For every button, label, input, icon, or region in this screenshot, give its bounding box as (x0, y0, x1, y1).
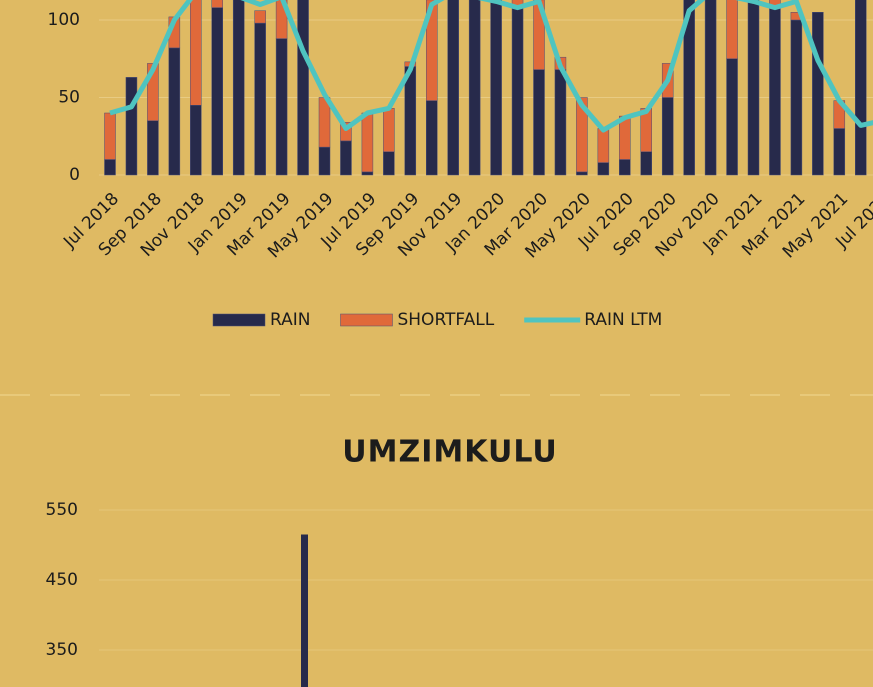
y-tick-label: 0 (69, 165, 80, 185)
bar-segment (533, 0, 545, 70)
line (109, 0, 873, 133)
bar-segment (318, 146, 331, 176)
bar-segment (383, 108, 395, 152)
bar-segment (104, 112, 116, 160)
bar-segment (511, 7, 524, 176)
bar-segment (597, 128, 610, 163)
y-tick-label: 550 (46, 500, 78, 520)
legend-label: SHORTFALL (397, 310, 494, 330)
bar-segment (812, 12, 824, 176)
bar-segment (190, 0, 202, 106)
bar-segment (769, 7, 781, 176)
bar-segment (404, 66, 417, 176)
bar-segment (254, 22, 266, 176)
y-tick-label: 350 (46, 640, 78, 660)
bar-segment (340, 140, 352, 176)
bar-segment (468, 0, 481, 176)
bar-segment (554, 69, 567, 176)
bar-segment (576, 97, 588, 173)
bar-segment (640, 151, 652, 176)
bar-segment (275, 38, 288, 176)
bar-segment (168, 47, 181, 176)
bar-segment (211, 7, 223, 176)
y-tick-label: 450 (46, 570, 78, 590)
bar-segment (855, 0, 867, 176)
bar-segment (683, 0, 695, 176)
legend-swatch (340, 313, 393, 327)
chart-title: UMZIMKULU (342, 435, 557, 470)
bar-segment (597, 162, 610, 176)
legend-label: RAIN LTM (584, 310, 662, 330)
bar-segment (361, 171, 374, 176)
y-tick-label: 100 (48, 10, 80, 30)
bar (301, 534, 308, 687)
bar-segment (340, 122, 352, 142)
bar-segment (661, 97, 674, 176)
legend-swatch (212, 313, 266, 327)
bar-segment (232, 0, 245, 176)
bar-segment (275, 0, 288, 39)
bar-segment (361, 112, 374, 173)
legend-label: RAIN (270, 310, 310, 330)
bar-segment (447, 0, 459, 176)
bar-segment (576, 171, 588, 176)
bar-segment (190, 105, 202, 176)
bar-segment (704, 0, 717, 176)
bar-segment (790, 19, 803, 176)
bar-segment (619, 159, 631, 176)
bar-segment (125, 77, 138, 176)
bar-segment (426, 100, 438, 176)
bar-segment (490, 0, 502, 176)
bar-segment (426, 0, 438, 101)
bar-segment (726, 0, 738, 59)
bar-segment (747, 0, 760, 176)
bar-segment (211, 0, 223, 8)
bar-segment (147, 120, 159, 176)
bar-segment (254, 10, 266, 24)
bar-segment (726, 58, 738, 176)
bar-segment (833, 128, 846, 176)
bar-segment (383, 151, 395, 176)
bar-segment (104, 159, 116, 176)
bar-segment (297, 0, 309, 176)
bar-segment (533, 69, 545, 176)
y-tick-label: 50 (58, 88, 80, 108)
